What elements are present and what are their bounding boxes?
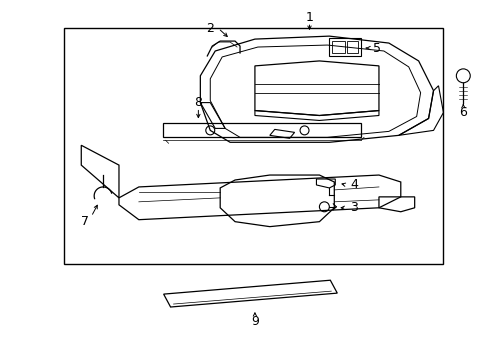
Bar xyxy=(346,41,357,53)
Bar xyxy=(64,28,443,264)
Text: 2: 2 xyxy=(206,22,214,35)
Text: 1: 1 xyxy=(305,11,313,24)
Text: 8: 8 xyxy=(194,96,202,109)
Text: 6: 6 xyxy=(458,106,466,119)
Text: 9: 9 xyxy=(250,315,258,328)
Text: 3: 3 xyxy=(349,201,357,214)
Bar xyxy=(332,41,345,53)
Text: 4: 4 xyxy=(349,179,357,192)
Bar xyxy=(328,38,360,56)
Text: 5: 5 xyxy=(372,41,380,54)
Text: 7: 7 xyxy=(81,215,89,228)
